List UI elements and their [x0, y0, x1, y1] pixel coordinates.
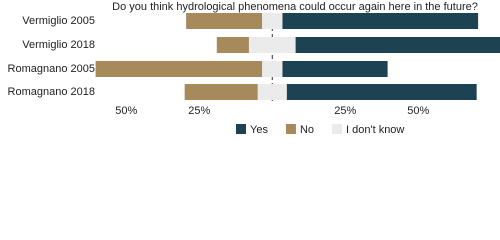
legend-swatch: [285, 124, 296, 134]
legend-label: Yes: [250, 124, 268, 136]
x-tick-label: 25%: [334, 105, 356, 117]
bar-segment: [216, 37, 249, 53]
bar-segment: [295, 37, 500, 53]
category-label: Romagnano 2018: [8, 86, 95, 98]
bar-segment: [282, 13, 479, 29]
bar-segment: [286, 84, 477, 100]
legend-label: No: [300, 124, 314, 136]
legend-swatch: [332, 124, 343, 134]
bar-segment: [184, 84, 258, 100]
bar-segment: [262, 13, 283, 29]
bar-segment: [282, 61, 388, 77]
x-tick-label: 50%: [407, 105, 429, 117]
page: {"chart_data": {"type": "diverging-bar",…: [7, 0, 500, 136]
chart-title: Do you think hydrological phenomena coul…: [112, 1, 478, 13]
category-label: Romagnano 2005: [8, 63, 95, 75]
x-tick-label: 50%: [115, 105, 137, 117]
bar-segment: [186, 13, 263, 29]
legend-swatch: [236, 124, 246, 134]
bar-segment: [262, 61, 283, 77]
category-label: Vermiglio 2018: [22, 39, 95, 51]
bar-segment: [95, 61, 263, 77]
legend-label: I don't know: [346, 124, 404, 136]
chart: Do you think hydrological phenomena coul…: [8, 1, 500, 136]
category-label: Vermiglio 2005: [22, 15, 95, 27]
bar-segment: [248, 37, 296, 53]
bar-segment: [257, 84, 287, 100]
x-tick-label: 25%: [188, 105, 210, 117]
